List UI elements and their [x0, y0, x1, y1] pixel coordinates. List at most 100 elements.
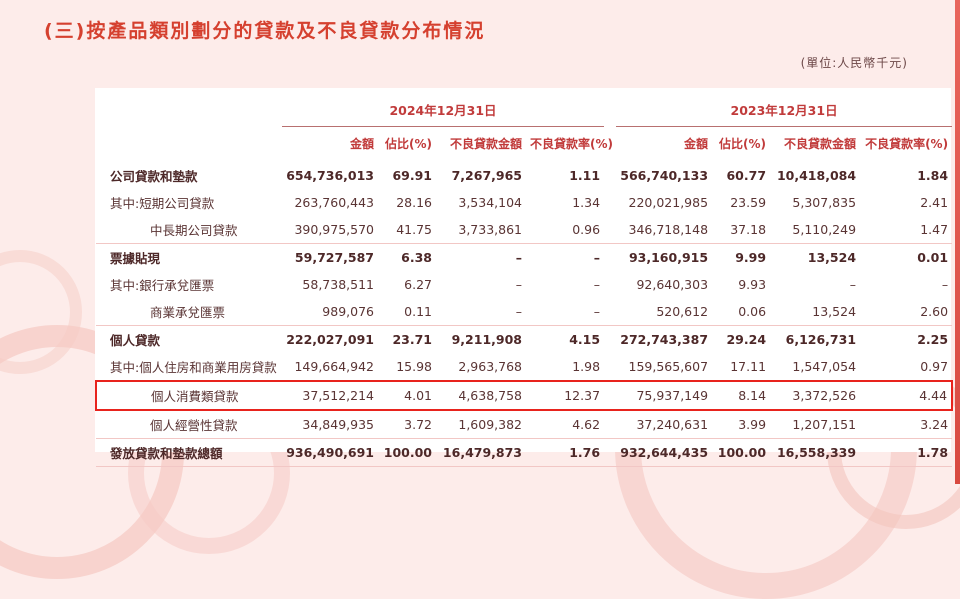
column-header-npl-rate-2024: 不良貸款率(%) — [530, 137, 613, 151]
table-row-personal-business: 個人經營性貸款 34,849,935 3.72 1,609,382 4.62 3… — [96, 410, 953, 439]
row-label: 商業承兌匯票 — [96, 298, 282, 326]
cell-npl-amount-2024: 4,638,758 — [436, 380, 526, 411]
column-gap — [604, 326, 616, 354]
cell-ratio-2023: 0.06 — [712, 298, 771, 326]
cell-amount-2023: 159,565,607 — [628, 359, 709, 374]
page-edge-red-strip — [955, 0, 960, 484]
cell-amount-2023: 520,612 — [616, 298, 713, 326]
table-row-personal-consumer-highlighted: 個人消費類貸款 37,512,214 4.01 4,638,758 12.37 … — [95, 380, 954, 411]
cell-ratio-2024: 28.16 — [396, 195, 432, 210]
cell-amount-2023: 932,644,435 — [616, 438, 713, 467]
cell-npl-amount-2023: 1,547,054 — [792, 359, 857, 374]
cell-amount-2024: 390,975,570 — [282, 216, 378, 244]
cell-npl-rate-2023: – — [941, 277, 949, 292]
cell-amount-2024: 58,738,511 — [302, 277, 374, 292]
cell-npl-rate-2024: – — [593, 277, 601, 292]
cell-amount-2023: 75,937,149 — [616, 380, 713, 411]
cell-npl-amount-2023: 5,110,249 — [770, 216, 861, 244]
cell-amount-2023: 93,160,915 — [628, 250, 709, 265]
cell-npl-amount-2023: 13,524 — [770, 298, 861, 326]
period-header-2023: 2023年12月31日 — [616, 94, 953, 127]
cell-ratio-2024: 6.27 — [404, 277, 432, 292]
table-row-mid-long-term-corporate: 中長期公司貸款 390,975,570 41.75 3,733,861 0.96… — [96, 216, 953, 244]
cell-ratio-2024: 100.00 — [378, 438, 436, 467]
cell-ratio-2024: 0.11 — [378, 298, 436, 326]
cell-amount-2024: 989,076 — [282, 298, 378, 326]
unit-note: (單位:人民幣千元) — [800, 56, 908, 70]
cell-npl-rate-2024: – — [526, 298, 605, 326]
row-label: 個人經營性貸款 — [96, 410, 282, 439]
loans-by-product-table: 2024年12月31日 2023年12月31日 金額 佔比(%) 不良貸款金額 … — [95, 94, 954, 467]
table-row-bank-acceptance: 其中:銀行承兌匯票 58,738,511 6.27 – – 92,640,303… — [96, 271, 952, 298]
column-header-npl-amount-2024: 不良貸款金額 — [449, 137, 522, 151]
cell-npl-rate-2024: 4.62 — [526, 410, 605, 439]
cell-npl-rate-2023: 0.97 — [920, 359, 949, 374]
cell-npl-amount-2023: 10,418,084 — [776, 168, 857, 183]
cell-npl-rate-2024: 12.37 — [526, 380, 605, 411]
cell-ratio-2023: 8.14 — [712, 380, 771, 411]
cell-ratio-2024: 4.01 — [378, 380, 436, 411]
cell-amount-2023: 37,240,631 — [616, 410, 713, 439]
table-row-total-loans: 發放貸款和墊款總額 936,490,691 100.00 16,479,873 … — [96, 438, 953, 467]
cell-npl-amount-2024: – — [515, 277, 522, 292]
cell-npl-rate-2024: 4.15 — [569, 332, 601, 347]
column-gap — [604, 298, 617, 326]
decorative-cloud — [0, 250, 82, 374]
cell-amount-2024: 37,512,214 — [282, 380, 378, 411]
cell-amount-2023: 220,021,985 — [628, 195, 709, 210]
cell-npl-rate-2023: 1.47 — [860, 216, 953, 244]
cell-ratio-2023: 17.11 — [730, 359, 767, 374]
column-gap — [604, 271, 616, 298]
cell-npl-rate-2023: 2.60 — [860, 298, 953, 326]
column-header-ratio-2023: 佔比(%) — [719, 137, 767, 151]
column-gap — [604, 380, 617, 411]
cell-amount-2023: 566,740,133 — [620, 168, 709, 183]
cell-npl-amount-2024: 2,963,768 — [458, 359, 522, 374]
column-gap — [604, 438, 617, 467]
cell-npl-rate-2023: 2.41 — [920, 195, 949, 210]
cell-npl-amount-2024: – — [515, 250, 522, 265]
cell-npl-rate-2024: 1.98 — [572, 359, 601, 374]
cell-npl-amount-2023: 16,558,339 — [770, 438, 861, 467]
cell-npl-amount-2023: 3,372,526 — [770, 380, 861, 411]
column-gap — [604, 162, 616, 189]
cell-amount-2024: 936,490,691 — [282, 438, 378, 467]
cell-amount-2024: 263,760,443 — [294, 195, 374, 210]
cell-ratio-2023: 29.24 — [726, 332, 767, 347]
row-label: 發放貸款和墊款總額 — [96, 438, 282, 467]
column-gap — [604, 353, 616, 381]
cell-npl-rate-2023: 1.78 — [860, 438, 953, 467]
cell-npl-amount-2023: 6,126,731 — [785, 332, 857, 347]
cell-npl-amount-2023: 5,307,835 — [792, 195, 857, 210]
table-row-commercial-acceptance: 商業承兌匯票 989,076 0.11 – – 520,612 0.06 13,… — [96, 298, 953, 326]
row-label: 個人貸款 — [110, 333, 161, 348]
column-header-npl-rate-2023: 不良貸款率(%) — [865, 137, 949, 151]
cell-npl-rate-2024: – — [593, 250, 601, 265]
table-row-personal-housing: 其中:個人住房和商業用房貸款 149,664,942 15.98 2,963,7… — [96, 353, 952, 381]
period-header-2024: 2024年12月31日 — [282, 94, 605, 127]
cell-amount-2024: 654,736,013 — [286, 168, 374, 183]
row-label: 其中:銀行承兌匯票 — [110, 278, 215, 293]
table-row-corporate-loans: 公司貸款和墊款 654,736,013 69.91 7,267,965 1.11… — [96, 162, 952, 189]
cell-npl-amount-2023: 1,207,151 — [770, 410, 861, 439]
page-title: (三)按產品類別劃分的貸款及不良貸款分布情況 — [44, 20, 486, 42]
cell-amount-2024: 59,727,587 — [294, 250, 374, 265]
row-label: 其中:個人住房和商業用房貸款 — [110, 360, 277, 375]
column-header-amount-2024: 金額 — [349, 137, 374, 151]
cell-npl-rate-2024: 0.96 — [526, 216, 605, 244]
row-label: 個人消費類貸款 — [95, 380, 282, 411]
cell-npl-rate-2023: 3.24 — [860, 410, 953, 439]
column-header-row: 金額 佔比(%) 不良貸款金額 不良貸款率(%) 金額 佔比(%) 不良貸款金額… — [96, 127, 952, 163]
row-label: 票據貼現 — [110, 251, 161, 266]
cell-npl-rate-2024: 1.11 — [569, 168, 601, 183]
cell-amount-2023: 346,718,148 — [616, 216, 713, 244]
cell-npl-amount-2024: 9,211,908 — [451, 332, 522, 347]
loans-table-container: 2024年12月31日 2023年12月31日 金額 佔比(%) 不良貸款金額 … — [95, 88, 954, 467]
cell-amount-2024: 34,849,935 — [282, 410, 378, 439]
column-gap — [604, 410, 617, 439]
cell-ratio-2023: 9.99 — [735, 250, 767, 265]
empty-header-cell — [96, 94, 282, 127]
cell-npl-amount-2023: – — [849, 277, 857, 292]
cell-amount-2023: 272,743,387 — [620, 332, 709, 347]
cell-npl-amount-2024: 1,609,382 — [436, 410, 526, 439]
